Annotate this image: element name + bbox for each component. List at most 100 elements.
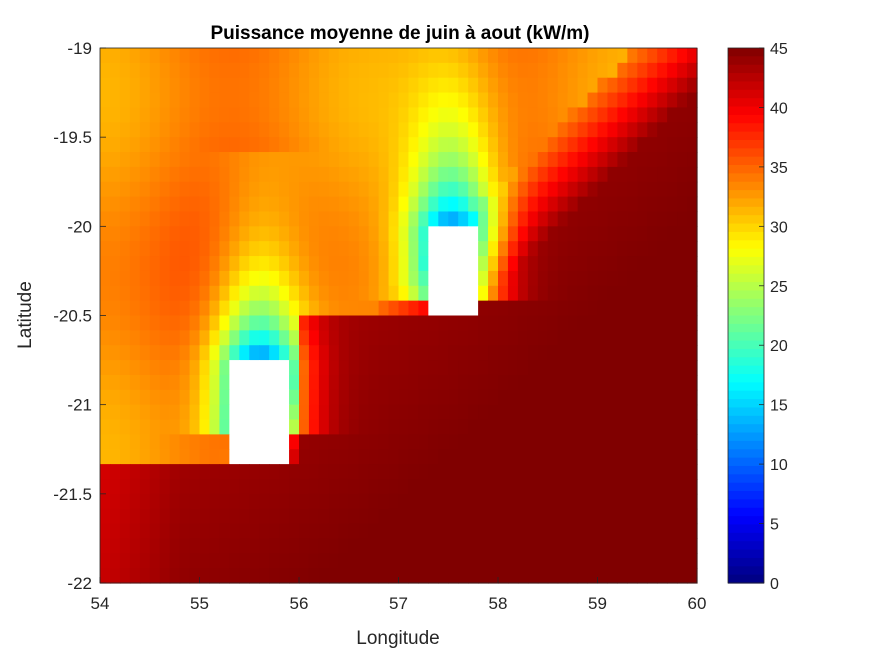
heatmap-cell bbox=[458, 404, 469, 421]
heatmap-cell bbox=[458, 107, 469, 123]
heatmap-cell bbox=[478, 493, 489, 510]
heatmap-cell bbox=[647, 464, 658, 480]
heatmap-cell bbox=[547, 330, 559, 346]
heatmap-cell bbox=[627, 404, 638, 421]
heatmap-cell bbox=[498, 285, 509, 302]
heatmap-cell bbox=[259, 107, 270, 123]
heatmap-cell bbox=[388, 553, 400, 569]
heatmap-cell bbox=[358, 196, 370, 213]
heatmap-cell bbox=[577, 137, 589, 153]
heatmap-cell bbox=[687, 493, 698, 510]
colorbar-swatch bbox=[728, 390, 764, 400]
heatmap-cell bbox=[567, 538, 579, 554]
heatmap-cell bbox=[119, 122, 131, 138]
heatmap-cell bbox=[488, 315, 499, 331]
heatmap-cell bbox=[468, 256, 479, 272]
heatmap-cell bbox=[269, 152, 280, 168]
heatmap-cell bbox=[617, 330, 628, 346]
heatmap-cell bbox=[119, 226, 131, 242]
heatmap-cell bbox=[348, 241, 360, 257]
heatmap-cell bbox=[289, 122, 300, 138]
heatmap-cell bbox=[687, 360, 698, 376]
heatmap-cell bbox=[169, 270, 181, 287]
heatmap-cell bbox=[219, 374, 230, 391]
heatmap-cell bbox=[209, 374, 220, 391]
heatmap-cell bbox=[289, 389, 300, 406]
heatmap-cell bbox=[100, 568, 111, 584]
heatmap-cell bbox=[567, 196, 579, 213]
heatmap-cell bbox=[527, 360, 539, 376]
heatmap-cell bbox=[517, 152, 529, 168]
heatmap-cell bbox=[557, 270, 569, 287]
heatmap-cell bbox=[498, 300, 509, 317]
heatmap-cell bbox=[647, 285, 658, 302]
x-tick-label: 57 bbox=[389, 594, 408, 613]
heatmap-cell bbox=[229, 464, 240, 480]
heatmap-cell bbox=[597, 152, 609, 168]
heatmap-cell bbox=[348, 345, 360, 361]
heatmap-cell bbox=[527, 568, 539, 584]
heatmap-cell bbox=[139, 226, 151, 242]
heatmap-cell bbox=[338, 226, 350, 242]
heatmap-cell bbox=[488, 404, 499, 421]
heatmap-cell bbox=[478, 568, 489, 584]
heatmap-cell bbox=[338, 404, 350, 421]
heatmap-cell bbox=[448, 226, 459, 242]
heatmap-cell bbox=[239, 181, 250, 198]
heatmap-cell bbox=[607, 107, 618, 123]
heatmap-cell bbox=[308, 211, 320, 227]
heatmap-cell bbox=[517, 330, 529, 346]
heatmap-cell bbox=[627, 137, 638, 153]
heatmap-cell bbox=[597, 137, 609, 153]
heatmap-cell bbox=[507, 285, 519, 302]
heatmap-cell bbox=[398, 92, 410, 109]
heatmap-cell bbox=[289, 77, 300, 94]
heatmap-cell bbox=[139, 196, 151, 213]
heatmap-cell bbox=[229, 48, 240, 64]
heatmap-cell bbox=[617, 464, 628, 480]
heatmap-cell bbox=[378, 137, 390, 153]
colorbar-swatch bbox=[728, 98, 764, 108]
heatmap-cell bbox=[328, 48, 340, 64]
heatmap-cell bbox=[189, 92, 201, 109]
heatmap-cell bbox=[358, 181, 370, 198]
heatmap-cell bbox=[328, 508, 340, 525]
heatmap-cell bbox=[139, 211, 151, 227]
heatmap-cell bbox=[438, 226, 449, 242]
heatmap-cell bbox=[468, 315, 479, 331]
heatmap-cell bbox=[109, 256, 121, 272]
heatmap-cell bbox=[637, 523, 648, 540]
heatmap-cell bbox=[637, 270, 648, 287]
heatmap-cell bbox=[478, 553, 489, 569]
heatmap-cell bbox=[587, 62, 599, 79]
y-tick-label: -21 bbox=[67, 396, 92, 415]
heatmap-cell bbox=[438, 493, 449, 510]
heatmap-cell bbox=[159, 360, 171, 376]
heatmap-cell bbox=[597, 360, 609, 376]
heatmap-cell bbox=[378, 449, 390, 465]
heatmap-cell bbox=[418, 122, 429, 138]
heatmap-cell bbox=[657, 256, 668, 272]
heatmap-cell bbox=[517, 137, 529, 153]
heatmap-cell bbox=[687, 166, 698, 183]
heatmap-cell bbox=[488, 77, 499, 94]
heatmap-cell bbox=[179, 226, 191, 242]
heatmap-cell bbox=[547, 493, 559, 510]
heatmap-cell bbox=[378, 464, 390, 480]
heatmap-cell bbox=[219, 360, 230, 376]
heatmap-cell bbox=[139, 538, 151, 554]
heatmap-cell bbox=[667, 77, 678, 94]
heatmap-cell bbox=[199, 374, 211, 391]
heatmap-cell bbox=[328, 478, 340, 495]
heatmap-cell bbox=[527, 166, 539, 183]
x-axis-label: Longitude bbox=[356, 628, 439, 649]
heatmap-cell bbox=[637, 374, 648, 391]
heatmap-cell bbox=[428, 374, 439, 391]
heatmap-cell bbox=[129, 48, 141, 64]
heatmap-cell bbox=[607, 152, 618, 168]
heatmap-cell bbox=[100, 389, 111, 406]
heatmap-cell bbox=[308, 48, 320, 64]
heatmap-cell bbox=[299, 122, 310, 138]
heatmap-cell bbox=[149, 107, 161, 123]
heatmap-cell bbox=[169, 107, 181, 123]
